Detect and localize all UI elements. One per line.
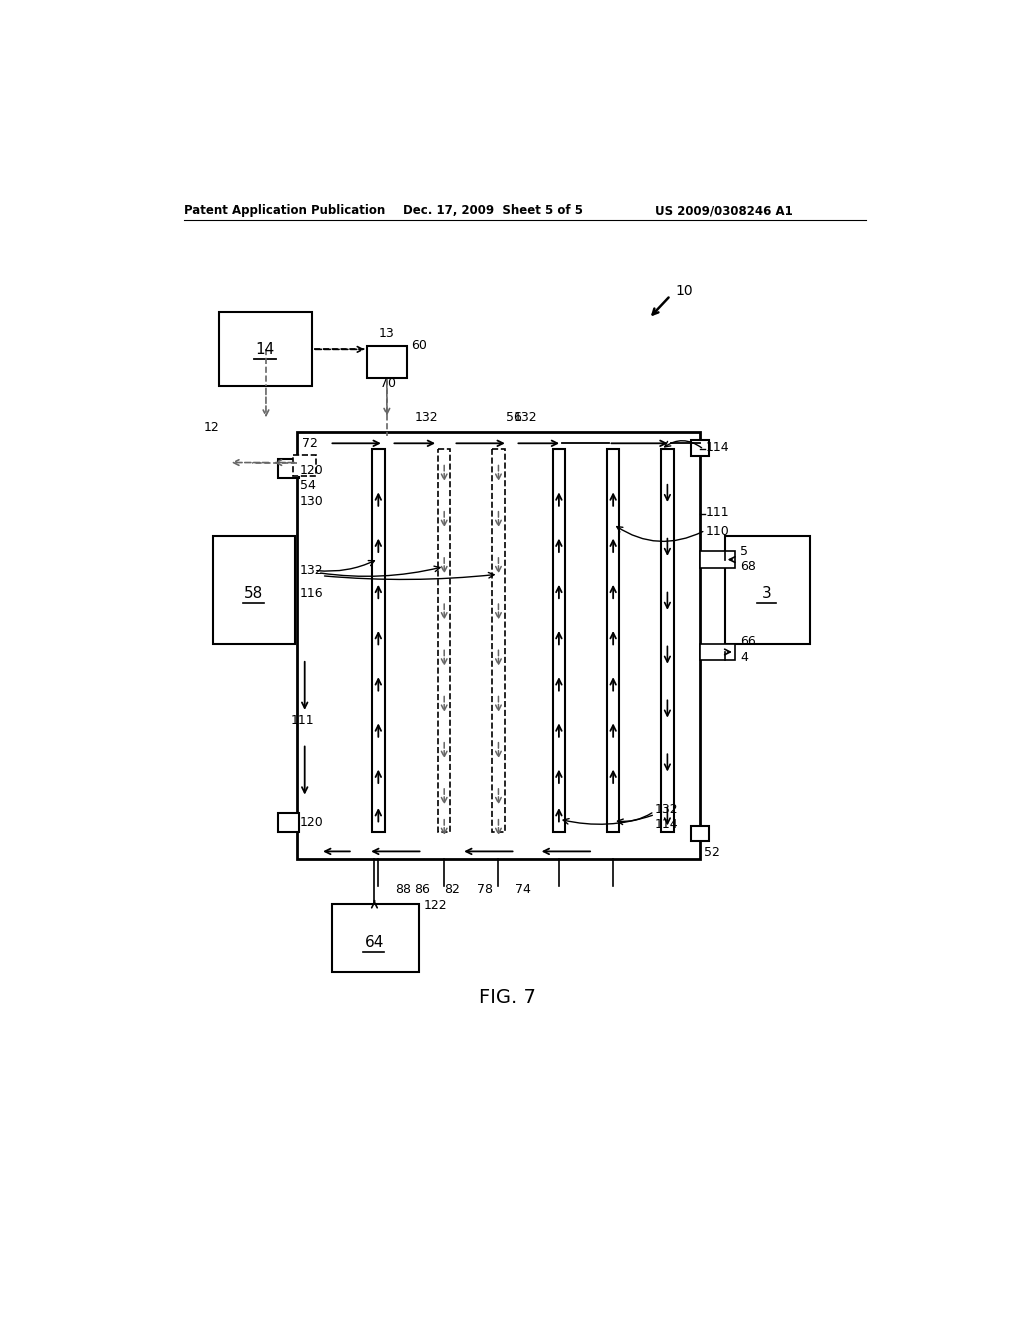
Text: FIG. 7: FIG. 7 [479,989,537,1007]
Bar [278,459,299,478]
Bar [607,449,620,832]
Text: Dec. 17, 2009  Sheet 5 of 5: Dec. 17, 2009 Sheet 5 of 5 [403,205,583,218]
Text: 13: 13 [378,327,394,341]
Text: 12: 12 [204,421,219,434]
Text: 52: 52 [703,846,720,859]
Bar [293,455,316,477]
Text: 3: 3 [762,586,771,601]
Bar [725,536,810,644]
Text: 132: 132 [415,411,438,424]
Text: 70: 70 [380,376,396,389]
Text: 116: 116 [300,587,324,601]
Text: 82: 82 [444,883,460,896]
Bar [297,432,700,859]
Text: 10: 10 [675,284,693,298]
Text: 120: 120 [300,816,324,829]
Bar [278,813,299,832]
Bar [372,449,385,832]
Bar [332,904,419,972]
Text: 86: 86 [415,883,430,896]
Text: 88: 88 [395,883,411,896]
Text: 66: 66 [740,635,756,648]
Bar [700,552,735,568]
Text: 122: 122 [424,899,447,912]
Text: 111: 111 [707,506,730,519]
Bar [700,644,735,660]
Text: 114: 114 [655,818,679,832]
Text: 132: 132 [300,564,324,577]
Text: Patent Application Publication: Patent Application Publication [183,205,385,218]
Bar [438,449,451,832]
Text: 14: 14 [256,342,274,356]
Text: 120: 120 [300,463,324,477]
Text: 72: 72 [302,437,317,450]
Text: 68: 68 [740,560,756,573]
Text: 60: 60 [411,339,427,352]
Text: 114: 114 [707,441,730,454]
Text: 111: 111 [291,714,314,727]
Text: 130: 130 [300,495,324,508]
Bar [493,449,505,832]
Bar [662,449,674,832]
Text: 74: 74 [515,883,531,896]
Bar [690,441,710,455]
Text: 132: 132 [655,803,679,816]
Text: 4: 4 [740,651,749,664]
Bar [690,826,710,841]
Text: 58: 58 [244,586,263,601]
Text: 110: 110 [707,525,730,539]
Text: 64: 64 [365,935,384,950]
Text: 78: 78 [476,883,493,896]
Bar [553,449,565,832]
Text: 5: 5 [740,545,749,557]
Text: US 2009/0308246 A1: US 2009/0308246 A1 [655,205,793,218]
Text: 54: 54 [300,479,316,492]
Bar [367,346,407,378]
Text: 132: 132 [514,411,538,424]
Bar [213,536,295,644]
Bar [219,313,312,385]
Text: 56: 56 [506,411,522,424]
